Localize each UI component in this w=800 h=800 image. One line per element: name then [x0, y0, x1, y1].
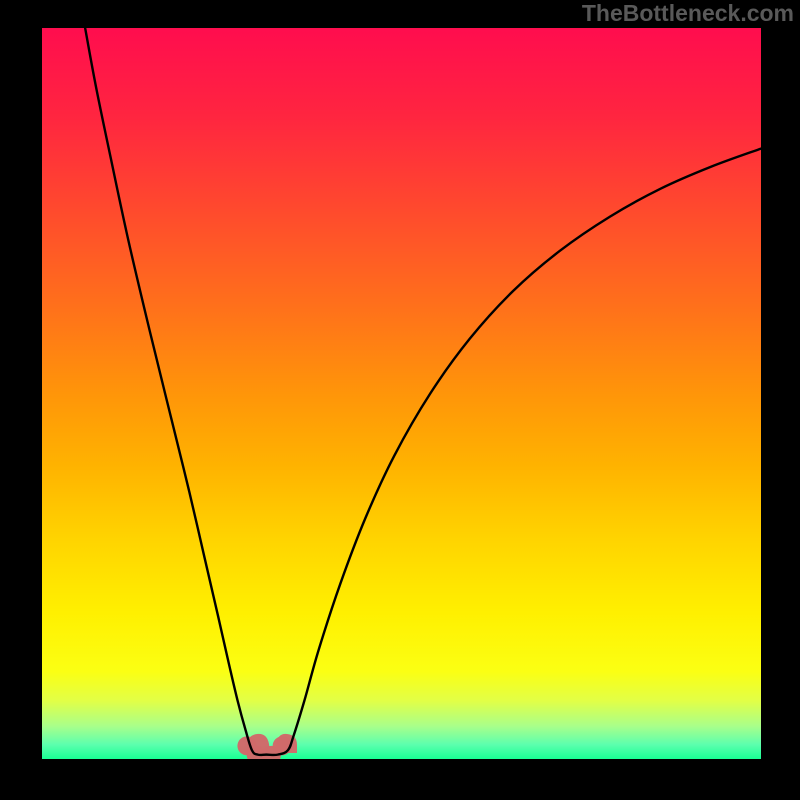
frame-right: [761, 0, 800, 800]
chart-stage: TheBottleneck.com: [0, 0, 800, 800]
plot-background: [42, 28, 761, 759]
bottleneck-chart: [0, 0, 800, 800]
frame-bottom: [0, 759, 800, 800]
frame-top: [0, 0, 800, 28]
frame-left: [0, 0, 42, 800]
